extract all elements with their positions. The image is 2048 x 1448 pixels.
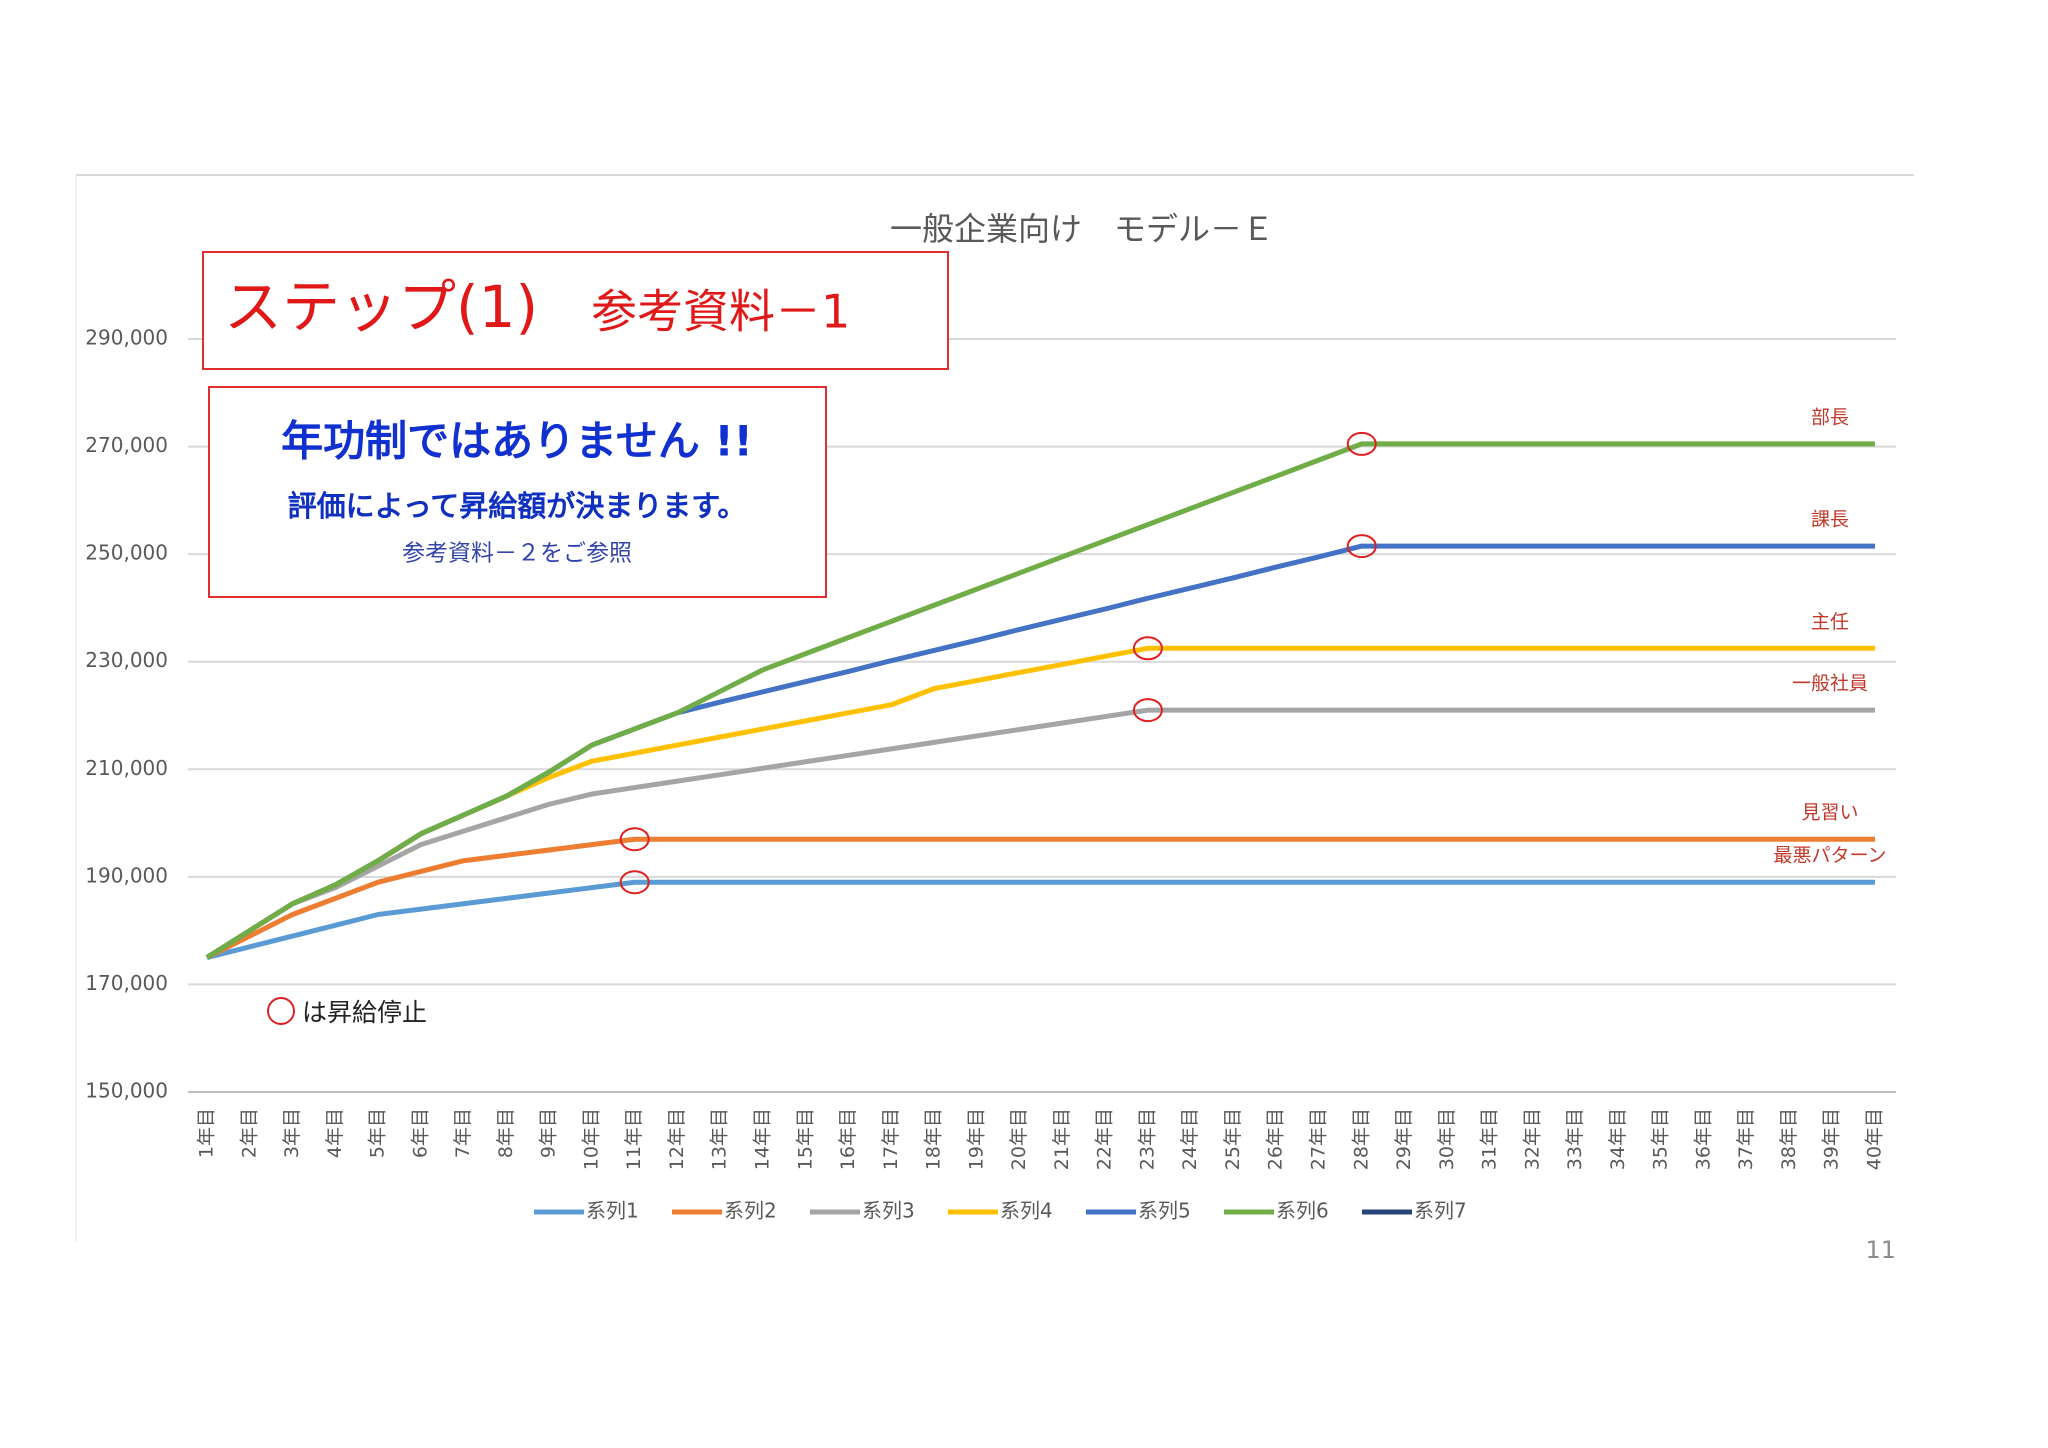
x-tick-label: 21年目 <box>1051 1108 1073 1170</box>
page-number: 11 <box>1865 1236 1896 1264</box>
x-tick-label: 36年目 <box>1692 1108 1714 1170</box>
series-line <box>205 707 1875 960</box>
plot-area: 150,000 170,000 190,000 210,000 230,000 250,0… <box>85 326 1896 1223</box>
x-tick-label: 25年目 <box>1222 1108 1244 1170</box>
series-end-label: 部長 <box>1811 406 1849 428</box>
x-tick-label: 29年目 <box>1393 1108 1415 1170</box>
note-heading: 年功制ではありません !! <box>281 417 753 466</box>
x-tick-label: 14年目 <box>752 1108 774 1170</box>
series-line <box>206 879 1875 960</box>
x-tick-label: 30年目 <box>1436 1108 1458 1170</box>
x-tick-label: 31年目 <box>1479 1108 1501 1170</box>
stop-marker <box>1346 431 1377 456</box>
y-tick-label: 290,000 <box>85 326 168 350</box>
x-tick-label: 38年目 <box>1778 1108 1800 1170</box>
x-tick-label: 1年目 <box>196 1108 218 1158</box>
y-tick-label: 190,000 <box>85 863 168 887</box>
x-tick-label: 35年目 <box>1650 1108 1672 1170</box>
x-tick-label: 3年目 <box>281 1108 303 1158</box>
stop-marker <box>1132 636 1163 661</box>
x-tick-label: 27年目 <box>1308 1108 1330 1170</box>
note-box <box>208 386 827 598</box>
x-tick-label: 39年目 <box>1821 1108 1843 1170</box>
x-tick-label: 4年目 <box>324 1108 346 1158</box>
legend-label: 系列1 <box>586 1199 639 1223</box>
x-tick-label: 7年目 <box>452 1108 474 1158</box>
series-end-label: 見習い <box>1801 802 1858 824</box>
x-tick-label: 11年目 <box>623 1108 645 1170</box>
legend-label: 系列3 <box>862 1199 915 1223</box>
x-tick-label: 17年目 <box>880 1108 902 1170</box>
x-tick-label: 8年目 <box>495 1108 517 1158</box>
legend-label: 系列6 <box>1276 1199 1329 1223</box>
x-tick-label: 19年目 <box>965 1108 987 1170</box>
x-tick-label: 16年目 <box>837 1108 859 1170</box>
series-line <box>205 836 1875 960</box>
stop-marker <box>619 827 650 852</box>
y-tick-label: 210,000 <box>85 756 168 780</box>
x-tick-label: 6年目 <box>409 1108 431 1158</box>
x-tick-label: 5年目 <box>367 1108 389 1158</box>
series-line <box>205 441 1875 960</box>
x-tick-label: 10年目 <box>580 1108 602 1170</box>
stop-marker <box>619 870 650 895</box>
x-tick-label: 40年目 <box>1864 1108 1886 1170</box>
series-end-label: 主任 <box>1811 611 1849 633</box>
x-tick-label: 24年目 <box>1179 1108 1201 1170</box>
stop-marker <box>1346 534 1377 559</box>
legend-label: 系列7 <box>1414 1199 1467 1223</box>
stop-marker <box>1132 698 1163 723</box>
x-tick-label: 9年目 <box>538 1108 560 1158</box>
x-tick-label: 2年目 <box>238 1108 260 1158</box>
x-tick-label: 15年目 <box>794 1108 816 1170</box>
step-title: ステップ(1) <box>224 273 538 341</box>
y-tick-label: 230,000 <box>85 648 168 672</box>
x-tick-label: 33年目 <box>1564 1108 1586 1170</box>
x-tick-label: 26年目 <box>1265 1108 1287 1170</box>
x-tick-label: 13年目 <box>709 1108 731 1170</box>
series-end-label: 最悪パターン <box>1773 845 1886 867</box>
note-text: 評価によって昇給額が決まります。 <box>288 489 747 523</box>
x-tick-label: 37年目 <box>1735 1108 1757 1170</box>
x-tick-label: 34年目 <box>1607 1108 1629 1170</box>
x-tick-label: 18年目 <box>923 1108 945 1170</box>
note-reference: 参考資料－２をご参照 <box>402 541 632 567</box>
y-tick-label: 270,000 <box>85 433 168 457</box>
legend-label: 系列4 <box>1000 1199 1053 1223</box>
x-tick-label: 28年目 <box>1350 1108 1372 1170</box>
legend-label: 系列5 <box>1138 1199 1191 1223</box>
step-subtitle: 参考資料－1 <box>591 285 850 339</box>
x-tick-label: 32年目 <box>1521 1108 1543 1170</box>
x-tick-label: 22年目 <box>1094 1108 1116 1170</box>
series-end-label: 一般社員 <box>1792 673 1868 695</box>
legend-label: 系列2 <box>724 1199 777 1223</box>
chart-title: 一般企業向け モデル－Ｅ <box>890 210 1274 248</box>
x-tick-label: 12年目 <box>666 1108 688 1170</box>
y-tick-label: 170,000 <box>85 971 168 995</box>
marker-legend-text: は昇給停止 <box>302 998 427 1027</box>
x-tick-label: 23年目 <box>1136 1108 1158 1170</box>
series-end-label: 課長 <box>1811 509 1849 531</box>
step-box <box>202 251 949 370</box>
marker-legend-icon <box>267 997 295 1025</box>
x-tick-label: 20年目 <box>1008 1108 1030 1170</box>
y-tick-label: 250,000 <box>85 541 168 565</box>
y-tick-label: 150,000 <box>85 1079 168 1103</box>
